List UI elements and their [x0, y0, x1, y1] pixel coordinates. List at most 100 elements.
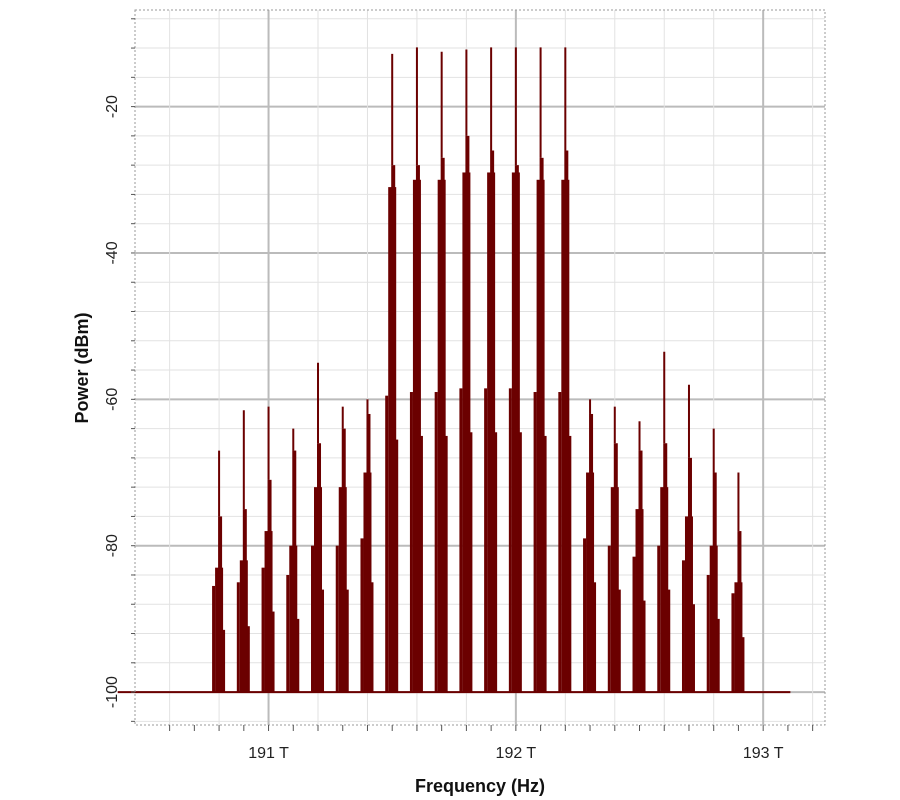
channel-sideband — [434, 392, 438, 693]
x-axis-label: Frequency (Hz) — [415, 776, 545, 796]
channel-sideband — [691, 604, 695, 693]
channel-body — [289, 545, 298, 693]
channel-subpeak — [663, 443, 668, 489]
channel-sideband — [632, 556, 636, 693]
channel-sideband — [236, 582, 240, 693]
channel-body — [462, 172, 471, 693]
channel-sideband — [444, 435, 448, 693]
channel-body — [239, 560, 248, 693]
channel-body — [264, 531, 273, 693]
channel-subpeak — [514, 165, 519, 174]
channel-body — [734, 582, 743, 693]
channel-body — [660, 487, 669, 693]
channel-sideband — [296, 618, 300, 693]
y-tick-label: -40 — [104, 241, 121, 264]
channel-subpeak — [267, 479, 272, 533]
x-tick-label: 192 T — [496, 745, 537, 762]
channel-sideband — [533, 392, 537, 693]
channel-sideband — [607, 545, 611, 693]
channel-subpeak — [539, 157, 544, 181]
channel-body — [610, 487, 619, 693]
channel-sideband — [543, 435, 547, 693]
channel-body — [412, 179, 421, 693]
channel-subpeak — [687, 457, 692, 518]
channel-sideband — [741, 637, 745, 693]
channel-subpeak — [440, 157, 445, 181]
channel-sideband — [681, 560, 685, 693]
channel-sideband — [345, 589, 349, 693]
channel-subpeak — [242, 509, 247, 562]
channel-body — [709, 545, 718, 693]
y-tick-label: -60 — [104, 388, 121, 411]
axis-ticks: 191 T 192 T 193 T -20 -40 -60 -80 -100 — [104, 18, 814, 762]
channel-sideband — [212, 585, 216, 693]
channel-sideband — [271, 611, 275, 693]
channel-subpeak — [366, 413, 371, 474]
channel-sideband — [469, 432, 473, 693]
channel-sideband — [731, 593, 735, 693]
channel-sideband — [360, 538, 364, 693]
channel-subpeak — [292, 450, 297, 547]
x-tick-label: 193 T — [743, 745, 784, 762]
channel-subpeak — [589, 413, 594, 474]
channel-body — [338, 487, 347, 693]
x-tick-label: 191 T — [248, 745, 289, 762]
channel-sideband — [335, 545, 339, 693]
channel-sideband — [222, 629, 226, 693]
channel-body — [388, 187, 397, 693]
channel-sideband — [642, 600, 646, 693]
channel-body — [635, 509, 644, 693]
channel-subpeak — [638, 450, 643, 511]
channel-sideband — [261, 567, 265, 693]
y-tick-label: -20 — [104, 95, 121, 118]
channel-sideband — [385, 395, 389, 693]
channel-sideband — [657, 545, 661, 693]
grid — [135, 10, 825, 725]
channel-subpeak — [391, 165, 396, 189]
channel-sideband — [246, 626, 250, 693]
channel-subpeak — [737, 531, 742, 584]
channel-body — [437, 179, 446, 693]
channel-body — [684, 516, 693, 693]
channel-sideband — [558, 392, 562, 693]
channel-subpeak — [712, 472, 717, 547]
y-tick-label: -80 — [104, 534, 121, 557]
channel-sideband — [370, 582, 374, 693]
channel-sideband — [459, 388, 463, 693]
channel-sideband — [667, 589, 671, 693]
spectrum-series — [117, 47, 791, 694]
channel-sideband — [568, 435, 572, 693]
channel-subpeak — [613, 443, 618, 489]
channel-body — [314, 487, 323, 693]
channel-subpeak — [317, 443, 322, 489]
channel-body — [487, 172, 496, 693]
channel-sideband — [395, 439, 399, 693]
channel-sideband — [484, 388, 488, 693]
channel-sideband — [508, 388, 512, 693]
channel-body — [511, 172, 520, 693]
channel-subpeak — [465, 135, 470, 174]
plot-frame — [134, 9, 826, 726]
channel-sideband — [286, 574, 290, 693]
channel-subpeak — [415, 165, 420, 181]
channel-sideband — [593, 582, 597, 693]
channel-body — [215, 567, 224, 693]
y-tick-label: -100 — [104, 676, 121, 708]
channel-subpeak — [490, 150, 495, 174]
channel-body — [586, 472, 595, 693]
channel-body — [561, 179, 570, 693]
channel-sideband — [706, 574, 710, 693]
channel-sideband — [409, 392, 413, 693]
channel-body — [536, 179, 545, 693]
channel-subpeak — [341, 428, 346, 489]
channel-sideband — [617, 589, 621, 693]
channel-sideband — [494, 432, 498, 693]
channel-subpeak — [218, 516, 223, 569]
channel-sideband — [321, 589, 325, 693]
channel-sideband — [518, 432, 522, 693]
channel-body — [363, 472, 372, 693]
channel-sideband — [419, 435, 423, 693]
y-axis-label: Power (dBm) — [72, 312, 92, 423]
channel-sideband — [583, 538, 587, 693]
